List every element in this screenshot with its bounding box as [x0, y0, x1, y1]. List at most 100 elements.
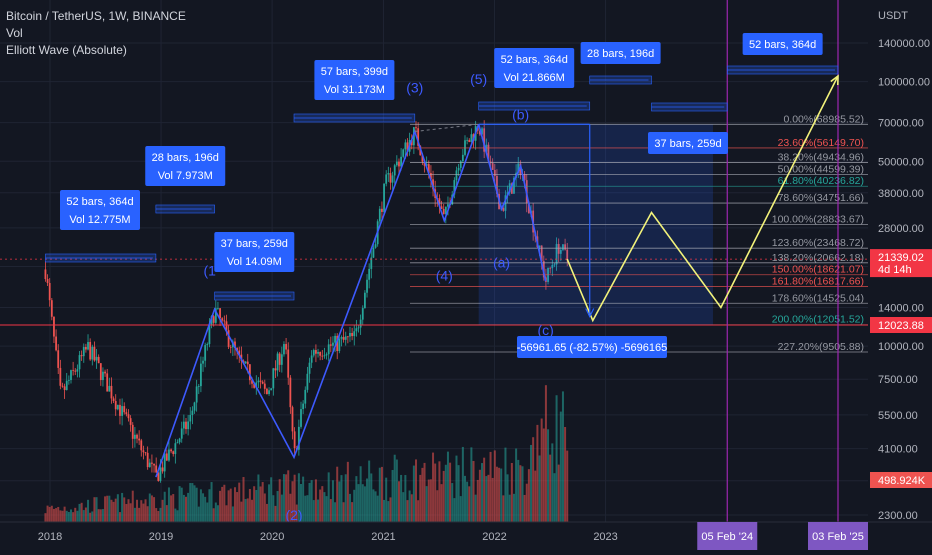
- candle-body: [317, 351, 319, 354]
- candle-body: [121, 406, 124, 416]
- volume-bar: [383, 499, 386, 522]
- candle-body: [359, 319, 362, 328]
- fib-label: 150.00%(18621.07): [772, 264, 864, 276]
- candle-body: [278, 353, 281, 365]
- candle-body: [430, 172, 432, 180]
- axis-tick: 38000.00: [878, 188, 924, 200]
- volume-bar: [498, 467, 501, 522]
- fib-label: 100.00%(28833.67): [772, 214, 864, 226]
- measure-label-text: Vol 7.973M: [158, 170, 213, 182]
- candle-body: [551, 264, 554, 269]
- candle-body: [293, 431, 296, 449]
- volume-bar: [48, 506, 51, 522]
- candle-body: [206, 344, 209, 346]
- candle-body: [302, 403, 305, 410]
- volume-bar: [221, 486, 224, 522]
- volume-bar: [263, 493, 266, 522]
- measure-label-box: [742, 33, 823, 55]
- volume-bar: [121, 492, 124, 522]
- wave-line: [155, 124, 480, 478]
- candle-body: [129, 418, 132, 425]
- candle-body: [217, 308, 219, 309]
- candle-body: [385, 174, 388, 184]
- candle-body: [119, 404, 121, 416]
- volume-bar: [67, 511, 70, 522]
- candle-body: [372, 247, 375, 258]
- candle-body: [174, 443, 177, 455]
- candle-body: [338, 338, 341, 352]
- volume-bar: [481, 463, 484, 522]
- measure-label-text: 37 bars, 259d: [654, 138, 721, 150]
- volume-bar: [223, 484, 226, 522]
- volume-bar: [302, 476, 305, 522]
- volume-bar: [227, 490, 230, 522]
- volume-bar: [327, 472, 330, 522]
- volume-bar: [233, 487, 236, 522]
- candle-body: [159, 467, 162, 481]
- volume-bar: [534, 470, 537, 522]
- candle-body: [513, 177, 515, 194]
- candle-body: [400, 156, 403, 167]
- volume-bar: [429, 479, 432, 522]
- candle-body: [170, 449, 172, 452]
- candle-body: [391, 175, 394, 183]
- volume-bar: [425, 486, 428, 522]
- candle-body: [315, 350, 317, 354]
- volume-bar: [474, 494, 477, 522]
- volume-bar: [408, 490, 411, 522]
- candle-body: [283, 344, 285, 355]
- candle-body: [255, 382, 258, 388]
- volume-bar: [312, 500, 315, 522]
- volume-bar: [265, 503, 268, 522]
- volume-indicator-label[interactable]: Vol: [6, 26, 23, 40]
- time-tick: 2022: [482, 531, 506, 543]
- candle-body: [263, 383, 266, 389]
- volume-bar: [547, 429, 550, 522]
- fib-label: 38.20%(49434.96): [778, 152, 864, 164]
- volume-bar: [84, 507, 87, 522]
- volume-bar: [65, 510, 68, 522]
- volume-bar: [491, 477, 494, 522]
- volume-bar: [246, 498, 249, 522]
- volume-bar: [378, 467, 381, 522]
- symbol-title[interactable]: Bitcoin / TetherUS, 1W, BINANCE: [6, 9, 186, 23]
- volume-bar: [219, 490, 222, 522]
- volume-bar: [108, 495, 111, 522]
- candle-body: [421, 155, 424, 162]
- volume-bar: [125, 504, 128, 522]
- candle-body: [110, 385, 113, 399]
- volume-bar: [300, 483, 303, 522]
- volume-bar: [470, 447, 473, 522]
- volume-bar: [321, 486, 324, 522]
- volume-bar: [564, 426, 567, 522]
- candle-body: [351, 332, 354, 337]
- volume-bar: [270, 477, 273, 522]
- measure-boxes: 52 bars, 364d Vol 12.775M 28 bars, 196d Vol…: [45, 33, 839, 301]
- volume-bar: [268, 484, 271, 522]
- wave-label: (c): [537, 322, 553, 338]
- candle-body: [272, 368, 275, 389]
- volume-bar: [504, 447, 507, 522]
- candle-body: [225, 321, 228, 331]
- volume-bar: [127, 499, 130, 522]
- volume-bar: [289, 493, 292, 522]
- candle-body: [508, 183, 511, 193]
- volume-bar: [457, 465, 460, 522]
- volume-bar: [536, 424, 539, 522]
- candle-body: [157, 472, 160, 481]
- fib-label: 227.20%(9505.88): [778, 341, 864, 353]
- fib-label: 61.80%(40236.82): [778, 175, 864, 187]
- elliott-wave-indicator-label[interactable]: Elliott Wave (Absolute): [6, 43, 127, 57]
- candle-body: [44, 269, 47, 280]
- measure-label-box: [60, 190, 140, 230]
- candle-body: [202, 360, 204, 364]
- wave-line: [477, 124, 547, 282]
- volume-bar: [508, 494, 511, 522]
- volume-bar: [240, 501, 243, 522]
- volume-bar: [559, 411, 562, 522]
- candle-body: [510, 183, 513, 194]
- volume-bar: [468, 486, 471, 522]
- volume-value: 498.924K: [878, 475, 926, 487]
